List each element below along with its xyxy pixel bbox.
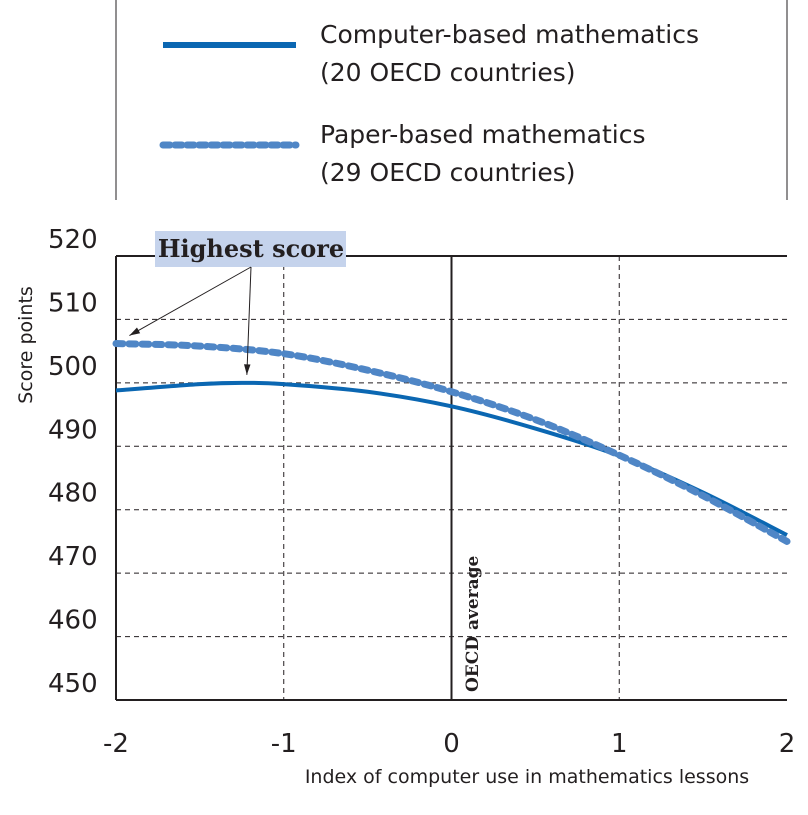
arrowhead-icon <box>244 364 251 375</box>
y-tick-label: 480 <box>48 479 98 509</box>
y-tick-label: 520 <box>48 225 98 255</box>
highest-score-label: Highest score <box>158 234 344 263</box>
arrowhead-icon <box>129 327 141 336</box>
x-tick-label: 2 <box>779 729 796 759</box>
x-tick-label: 1 <box>611 729 628 759</box>
y-tick-label: 500 <box>48 352 98 382</box>
y-tick-label: 510 <box>48 288 98 318</box>
highest-score-arrow <box>129 266 252 336</box>
y-tick-label: 490 <box>48 415 98 445</box>
y-tick-label: 470 <box>48 542 98 572</box>
highest-score-box <box>155 231 346 267</box>
x-tick-label: 0 <box>443 729 460 759</box>
oecd-average-label: OECD average <box>463 555 483 692</box>
x-tick-label: -1 <box>271 729 297 759</box>
y-tick-label: 450 <box>48 669 98 699</box>
x-axis-label: Index of computer use in mathematics les… <box>305 766 749 788</box>
legend-sublabel-paper: (29 OECD countries) <box>320 158 576 187</box>
legend-sublabel-computer: (20 OECD countries) <box>320 58 576 87</box>
highest-score-arrow <box>246 266 252 375</box>
y-tick-label: 460 <box>48 606 98 636</box>
y-axis-label: Score points <box>15 286 37 404</box>
legend-label-paper: Paper-based mathematics <box>320 120 646 149</box>
legend-label-computer: Computer-based mathematics <box>320 20 699 49</box>
series-line-paper <box>112 340 791 545</box>
x-tick-label: -2 <box>103 729 129 759</box>
